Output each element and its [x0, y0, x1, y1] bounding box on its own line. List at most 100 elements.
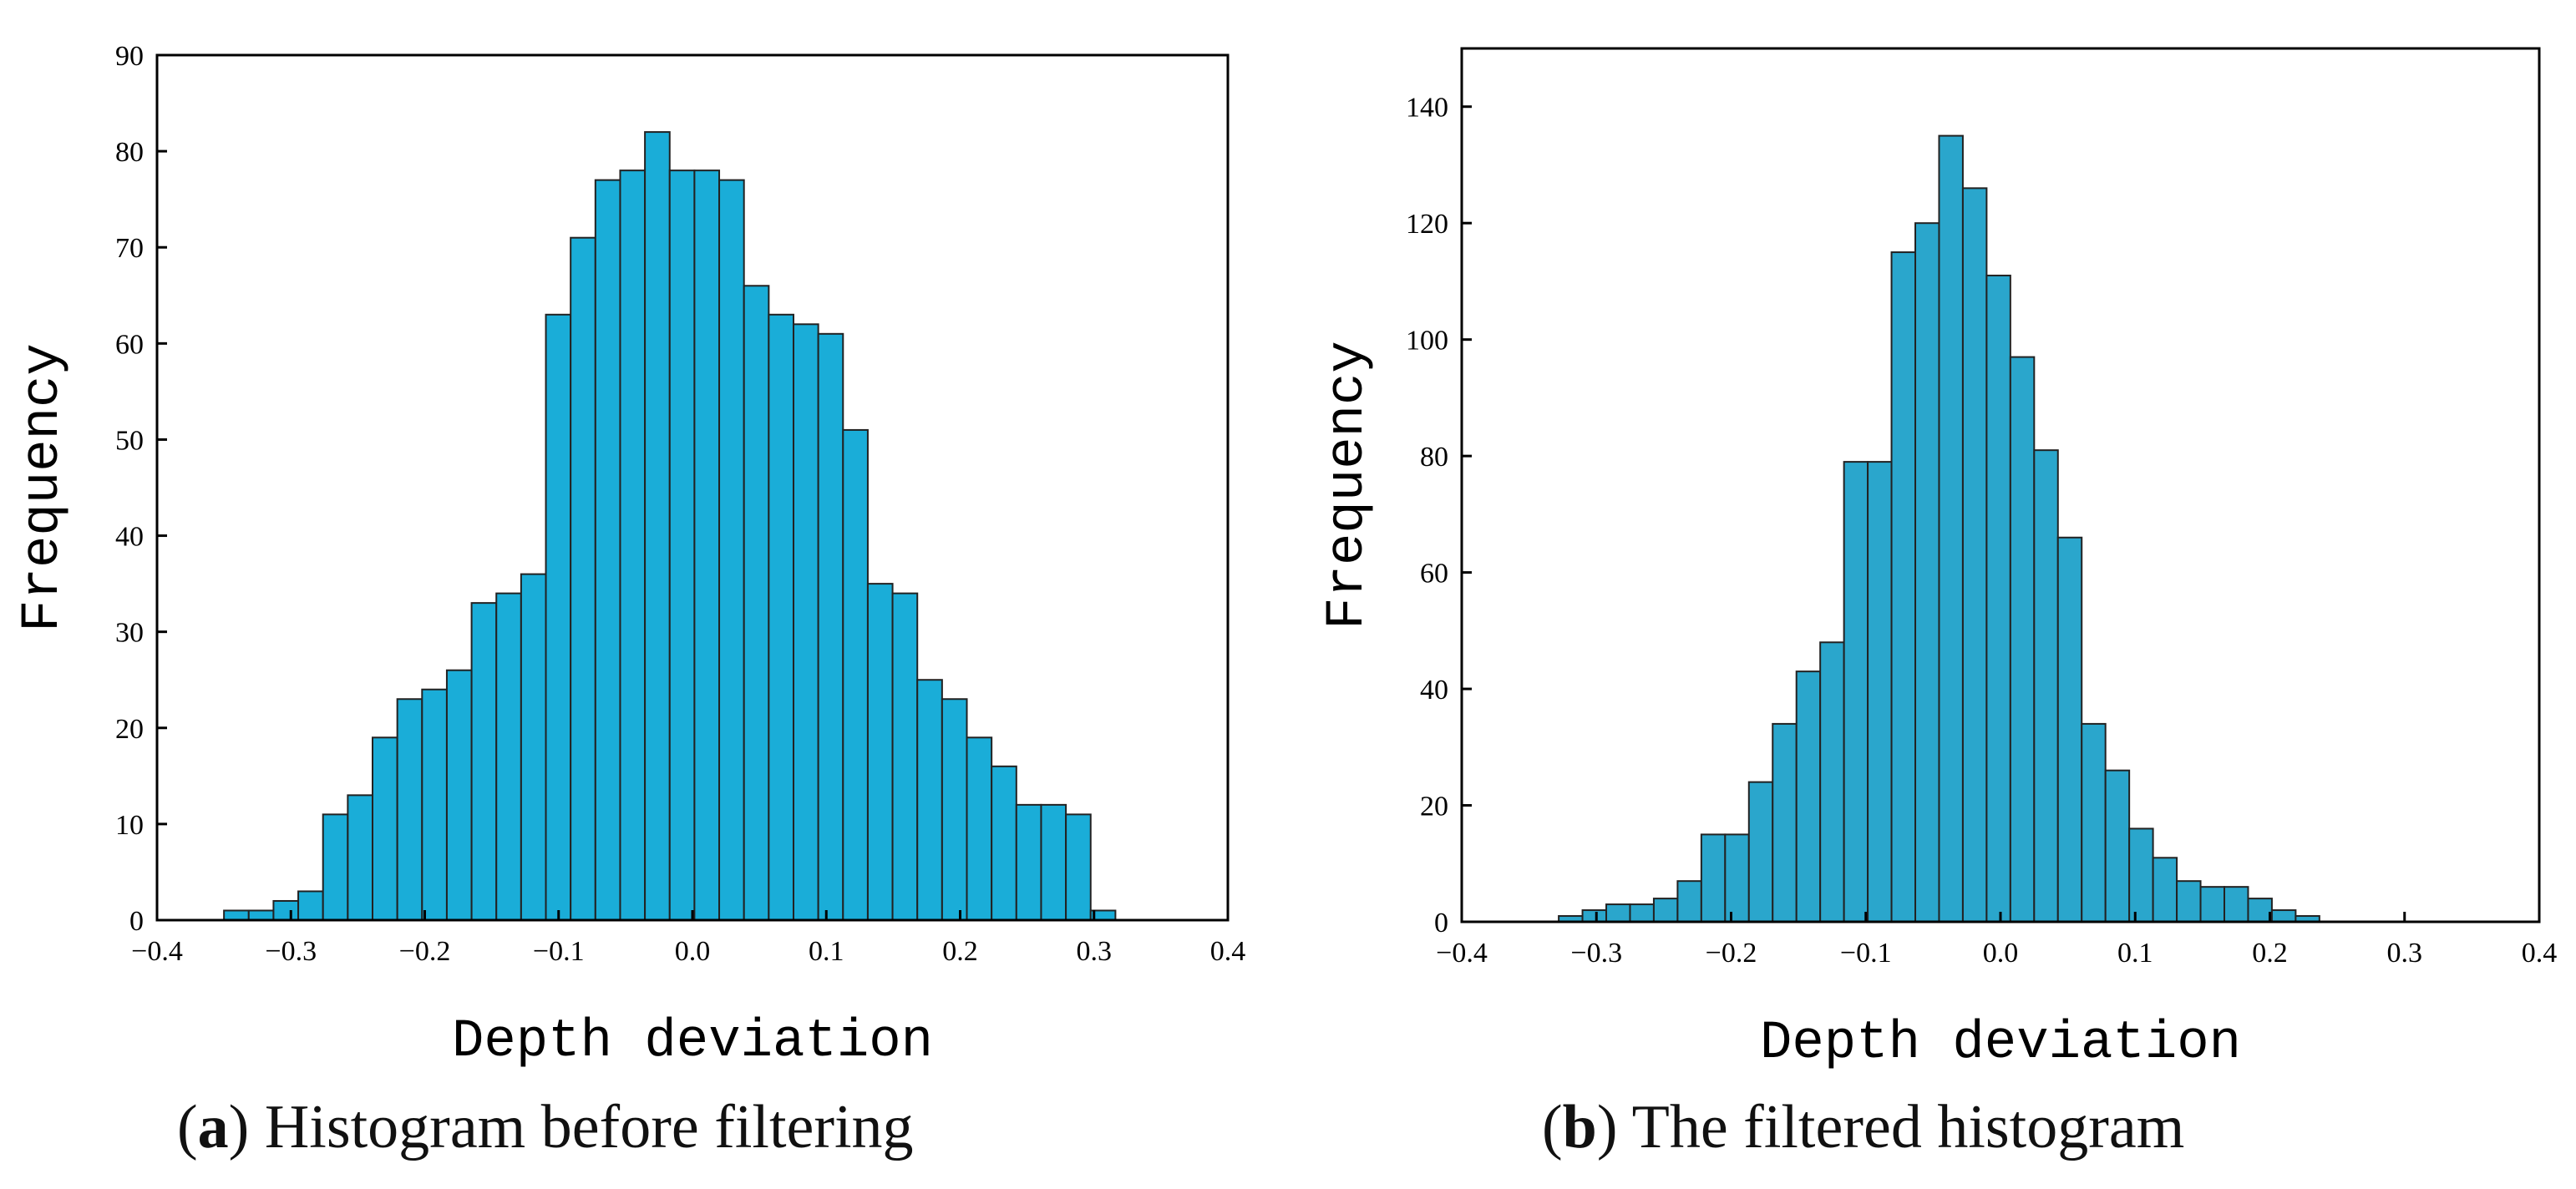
histogram-bar: [1747, 781, 1774, 923]
x-tick-label: −0.3: [1570, 938, 1622, 969]
histogram-bar: [644, 131, 671, 921]
histogram-bar: [2009, 356, 2036, 923]
histogram-bar: [1652, 898, 1679, 923]
histogram-bar: [570, 236, 596, 921]
y-tick-label: 80: [115, 137, 144, 168]
histogram-bar: [2199, 886, 2226, 923]
histogram-bar: [743, 285, 770, 921]
panel-a-x-ticks: −0.4 −0.3 −0.2 −0.1 0.0 0.1 0.2 0.3 0.4: [131, 910, 1245, 967]
histogram-bar: [768, 313, 794, 921]
histogram-bar: [2224, 886, 2249, 923]
panel-a-chart: 0 10 20 30 40 50 60 70 80 90 −0.4 −0.3 −0.2 −0.1 0.0 0…: [13, 41, 1245, 1072]
panel-b-chart: 0 20 40 60 80 100 120 140 −0.4 −0.3 −0.2 −0.1 0.0 0.…: [1318, 47, 2558, 1074]
histogram-bar: [322, 813, 349, 922]
histogram-bar: [272, 899, 300, 921]
y-tick-label: 80: [1420, 442, 1448, 473]
histogram-bar: [1867, 461, 1893, 923]
histogram-bar: [1065, 813, 1092, 922]
histogram-bar: [1985, 274, 2011, 923]
histogram-bar: [866, 583, 894, 921]
x-tick-label: −0.4: [131, 936, 183, 967]
histogram-bar: [2176, 880, 2202, 923]
y-tick-label: 20: [115, 714, 144, 745]
y-tick-label: 0: [1434, 908, 1448, 939]
y-tick-label: 40: [1420, 675, 1448, 706]
panel-a-y-ticks: 0 10 20 30 40 50 60 70 80 90: [115, 41, 167, 937]
histogram-bar: [916, 679, 943, 921]
x-tick-label: 0.4: [2522, 938, 2558, 969]
panel-b-bars: [1558, 134, 2320, 923]
histogram-bar: [2128, 827, 2154, 923]
x-tick-label: −0.2: [1706, 938, 1757, 969]
y-tick-label: 30: [115, 618, 144, 649]
histogram-bar: [2033, 449, 2059, 923]
histogram-bar: [1724, 833, 1750, 923]
histogram-bar: [2270, 909, 2297, 923]
histogram-bar: [966, 736, 993, 921]
histogram-bar: [1629, 903, 1655, 923]
histogram-bar: [842, 428, 869, 921]
histogram-bar: [1015, 803, 1042, 921]
y-tick-label: 60: [1420, 559, 1448, 589]
histogram-bar: [891, 592, 919, 921]
histogram-bar: [1605, 903, 1631, 923]
panel-b-caption-text: The filtered histogram: [1631, 1093, 2185, 1161]
panel-a-y-axis-label: Frequency: [13, 343, 74, 632]
histogram-bar: [2081, 722, 2107, 923]
histogram-bar: [2056, 536, 2083, 923]
histogram-bar: [1700, 833, 1727, 923]
y-tick-label: 0: [129, 906, 144, 937]
y-tick-label: 60: [115, 329, 144, 360]
histogram-bar: [817, 332, 844, 921]
histogram-bar: [396, 698, 423, 921]
histogram-bar: [1772, 722, 1798, 923]
x-tick-label: 0.2: [2252, 938, 2288, 969]
panel-b-y-axis-label: Frequency: [1318, 341, 1378, 630]
histogram-bar: [1581, 909, 1608, 923]
histogram-bar: [1819, 641, 1845, 923]
x-tick-label: 0.1: [2117, 938, 2153, 969]
histogram-bar: [2152, 857, 2178, 923]
panel-a-bars: [223, 131, 1117, 922]
histogram-bar: [991, 765, 1017, 921]
y-tick-label: 100: [1406, 326, 1448, 357]
x-tick-label: −0.1: [1840, 938, 1892, 969]
histogram-bar: [668, 169, 696, 921]
x-tick-label: 0.2: [942, 936, 978, 967]
panel-b-caption: (b) The filtered histogram: [1542, 1093, 2185, 1161]
histogram-bar: [693, 169, 721, 921]
x-tick-label: 0.4: [1210, 936, 1246, 967]
histogram-bar: [347, 794, 374, 921]
histogram-bar: [1040, 803, 1067, 921]
panel-a-caption: (a) Histogram before filtering: [177, 1093, 914, 1161]
y-tick-label: 20: [1420, 792, 1448, 822]
histogram-bar: [520, 573, 547, 921]
histogram-bar: [792, 323, 819, 921]
y-tick-label: 140: [1406, 93, 1448, 124]
histogram-bar: [594, 179, 621, 921]
x-tick-label: −0.3: [265, 936, 317, 967]
histogram-bar: [941, 698, 968, 921]
histogram-bar: [545, 313, 572, 921]
x-tick-label: 0.1: [809, 936, 844, 967]
x-tick-label: 0.0: [1983, 938, 2019, 969]
y-tick-label: 70: [115, 233, 144, 264]
x-tick-label: 0.3: [1077, 936, 1113, 967]
histogram-bar: [1938, 134, 1964, 923]
y-tick-label: 10: [115, 810, 144, 841]
x-tick-label: 0.0: [675, 936, 711, 967]
histogram-bar: [718, 179, 745, 921]
histogram-bar: [297, 890, 324, 921]
y-tick-label: 120: [1406, 209, 1448, 240]
histogram-bar: [2104, 769, 2131, 923]
x-tick-label: −0.1: [533, 936, 585, 967]
histogram-bar: [372, 736, 398, 921]
x-tick-label: −0.2: [399, 936, 451, 967]
histogram-bar: [1795, 670, 1822, 923]
histogram-bar: [1961, 187, 1988, 923]
panel-a-caption-letter: a: [197, 1093, 229, 1161]
panel-a-x-axis-label: Depth deviation: [452, 1012, 933, 1072]
histogram-bar: [1843, 461, 1869, 923]
panel-b-x-axis-label: Depth deviation: [1760, 1014, 2241, 1074]
